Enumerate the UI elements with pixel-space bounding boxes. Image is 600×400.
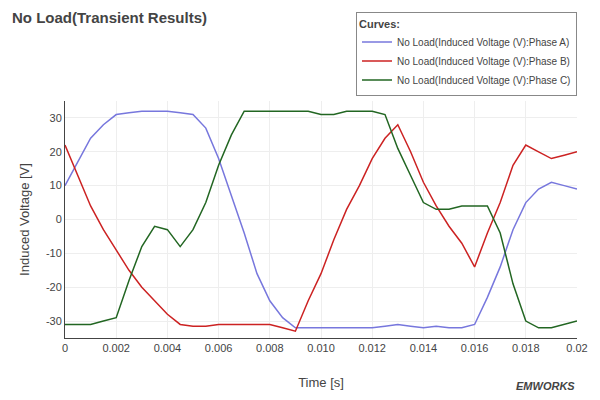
svg-text:0: 0	[56, 213, 62, 225]
svg-text:Time [s]: Time [s]	[298, 375, 344, 390]
svg-text:-10: -10	[46, 247, 62, 259]
svg-text:0.004: 0.004	[154, 342, 182, 354]
svg-text:Curves:: Curves:	[359, 18, 400, 30]
svg-text:0: 0	[62, 342, 68, 354]
svg-text:0.012: 0.012	[358, 342, 386, 354]
svg-text:0.02: 0.02	[566, 342, 587, 354]
svg-text:-30: -30	[46, 315, 62, 327]
svg-text:0.006: 0.006	[205, 342, 233, 354]
svg-text:-20: -20	[46, 281, 62, 293]
svg-text:10: 10	[50, 179, 62, 191]
svg-text:0.010: 0.010	[307, 342, 335, 354]
svg-text:EMWORKS: EMWORKS	[516, 380, 575, 392]
svg-text:No Load(Transient Results): No Load(Transient Results)	[12, 9, 207, 26]
svg-text:0.016: 0.016	[461, 342, 489, 354]
svg-text:Induced Voltage [V]: Induced Voltage [V]	[17, 163, 32, 276]
svg-text:0.008: 0.008	[256, 342, 284, 354]
svg-text:20: 20	[50, 146, 62, 158]
svg-text:0.002: 0.002	[102, 342, 130, 354]
svg-text:No Load(Induced Voltage (V):Ph: No Load(Induced Voltage (V):Phase B)	[397, 56, 570, 67]
svg-text:No Load(Induced Voltage (V):Ph: No Load(Induced Voltage (V):Phase C)	[397, 75, 570, 86]
svg-text:30: 30	[50, 112, 62, 124]
svg-text:0.018: 0.018	[512, 342, 540, 354]
svg-text:0.014: 0.014	[410, 342, 438, 354]
svg-text:No Load(Induced Voltage (V):Ph: No Load(Induced Voltage (V):Phase A)	[397, 37, 569, 48]
